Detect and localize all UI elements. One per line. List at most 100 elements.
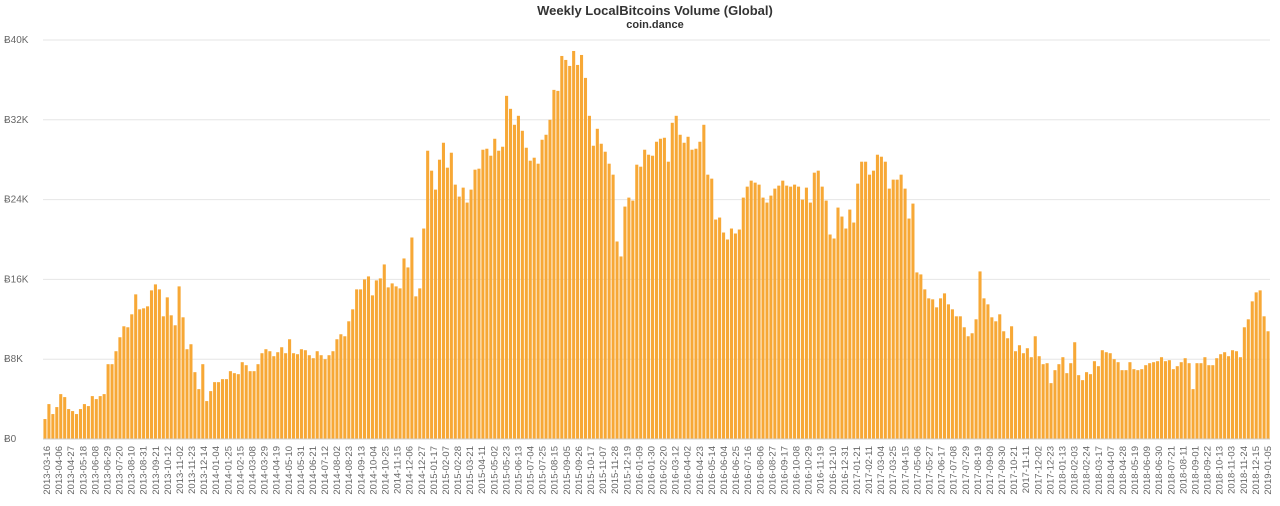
bar[interactable]: [303, 350, 307, 439]
bar[interactable]: [268, 351, 272, 439]
bar[interactable]: [205, 401, 209, 439]
bar[interactable]: [706, 174, 710, 439]
bar[interactable]: [966, 336, 970, 439]
bar[interactable]: [1242, 327, 1246, 439]
bar[interactable]: [197, 389, 201, 439]
bar[interactable]: [240, 362, 244, 439]
bar[interactable]: [82, 404, 86, 439]
bar[interactable]: [236, 374, 240, 439]
bar[interactable]: [363, 279, 367, 439]
bar[interactable]: [351, 309, 355, 439]
bar[interactable]: [958, 316, 962, 439]
bar[interactable]: [1088, 374, 1093, 439]
bar[interactable]: [1128, 362, 1132, 439]
bar[interactable]: [1215, 358, 1219, 439]
bar[interactable]: [868, 174, 872, 439]
bar[interactable]: [639, 166, 643, 439]
bar[interactable]: [714, 219, 718, 439]
bar[interactable]: [568, 65, 572, 439]
bar[interactable]: [390, 283, 394, 439]
bar[interactable]: [579, 54, 584, 440]
bar[interactable]: [927, 298, 931, 439]
bar[interactable]: [1112, 359, 1116, 439]
bar[interactable]: [370, 295, 374, 439]
bar[interactable]: [295, 354, 300, 439]
bar[interactable]: [98, 396, 102, 439]
bar[interactable]: [149, 290, 154, 439]
bar[interactable]: [461, 187, 465, 439]
bar[interactable]: [280, 347, 284, 439]
bar[interactable]: [1124, 370, 1128, 439]
bar[interactable]: [228, 371, 232, 439]
bar[interactable]: [1006, 338, 1010, 439]
bar[interactable]: [244, 365, 248, 439]
bar[interactable]: [153, 284, 157, 439]
bar[interactable]: [181, 317, 185, 439]
bar[interactable]: [59, 394, 63, 439]
bar[interactable]: [122, 326, 126, 439]
bar[interactable]: [410, 237, 414, 439]
bar[interactable]: [765, 202, 769, 439]
bar[interactable]: [1195, 363, 1199, 439]
bar[interactable]: [832, 238, 836, 439]
bar[interactable]: [1049, 383, 1053, 439]
bar[interactable]: [1179, 362, 1183, 439]
bar[interactable]: [248, 371, 252, 439]
bar[interactable]: [90, 396, 94, 439]
bar[interactable]: [757, 184, 761, 439]
bar[interactable]: [674, 115, 678, 439]
bar[interactable]: [1191, 389, 1195, 439]
bar[interactable]: [1108, 353, 1112, 439]
bar[interactable]: [1175, 366, 1179, 439]
bar[interactable]: [284, 353, 288, 439]
bar[interactable]: [165, 297, 169, 439]
bar[interactable]: [986, 304, 990, 439]
bar[interactable]: [666, 161, 670, 439]
bar[interactable]: [741, 197, 745, 439]
bar[interactable]: [378, 278, 382, 439]
bar[interactable]: [643, 149, 647, 439]
bar[interactable]: [516, 115, 520, 439]
bar[interactable]: [816, 170, 820, 440]
bar[interactable]: [505, 95, 509, 440]
bar[interactable]: [78, 409, 83, 439]
bar[interactable]: [1013, 351, 1018, 439]
bar[interactable]: [528, 160, 532, 439]
bar[interactable]: [441, 142, 445, 439]
bar[interactable]: [1219, 354, 1223, 439]
bar[interactable]: [662, 137, 666, 439]
bar[interactable]: [804, 187, 808, 439]
bar[interactable]: [114, 351, 118, 439]
bar[interactable]: [1183, 358, 1187, 439]
bar[interactable]: [146, 306, 150, 439]
bar[interactable]: [288, 339, 292, 439]
bar[interactable]: [1140, 369, 1144, 439]
bar[interactable]: [887, 188, 891, 439]
bar[interactable]: [879, 156, 883, 439]
bar[interactable]: [1136, 370, 1140, 439]
bar[interactable]: [134, 294, 138, 439]
bar[interactable]: [895, 179, 899, 439]
bar[interactable]: [414, 296, 418, 439]
bar[interactable]: [915, 272, 919, 439]
bar[interactable]: [63, 397, 67, 439]
bar[interactable]: [796, 186, 801, 439]
bar[interactable]: [512, 124, 517, 439]
bar[interactable]: [1057, 364, 1061, 439]
bar[interactable]: [777, 185, 781, 439]
bar[interactable]: [698, 141, 702, 439]
bar[interactable]: [670, 122, 674, 439]
bar[interactable]: [883, 161, 887, 439]
bar[interactable]: [406, 267, 410, 439]
bar[interactable]: [702, 124, 706, 439]
bar[interactable]: [189, 344, 193, 439]
bar[interactable]: [974, 319, 978, 439]
bar[interactable]: [185, 349, 189, 439]
bar[interactable]: [970, 333, 974, 439]
bar[interactable]: [710, 178, 714, 439]
bar[interactable]: [86, 406, 90, 439]
bar[interactable]: [473, 169, 477, 440]
bar[interactable]: [678, 134, 682, 439]
bar[interactable]: [1167, 360, 1171, 439]
bar[interactable]: [658, 138, 662, 439]
